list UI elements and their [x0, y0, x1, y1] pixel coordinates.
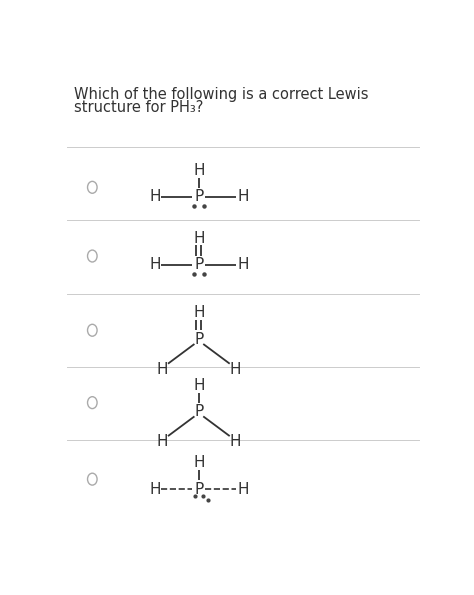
- Text: H: H: [156, 434, 168, 449]
- Text: P: P: [194, 189, 203, 205]
- Text: H: H: [237, 189, 249, 205]
- Text: P: P: [194, 482, 203, 497]
- Text: P: P: [194, 257, 203, 273]
- Text: Which of the following is a correct Lewis: Which of the following is a correct Lewi…: [74, 87, 368, 102]
- Text: structure for PH₃?: structure for PH₃?: [74, 100, 203, 115]
- Text: H: H: [193, 378, 205, 393]
- Text: P: P: [194, 332, 203, 347]
- Text: H: H: [193, 305, 205, 320]
- Text: H: H: [237, 482, 249, 497]
- Text: H: H: [193, 231, 205, 246]
- Text: H: H: [149, 189, 161, 205]
- Text: H: H: [149, 482, 161, 497]
- Text: H: H: [237, 257, 249, 273]
- Text: H: H: [149, 257, 161, 273]
- Text: H: H: [156, 362, 168, 377]
- Text: H: H: [230, 434, 241, 449]
- Text: H: H: [230, 362, 241, 377]
- Text: H: H: [193, 455, 205, 470]
- Text: H: H: [193, 163, 205, 178]
- Text: P: P: [194, 405, 203, 419]
